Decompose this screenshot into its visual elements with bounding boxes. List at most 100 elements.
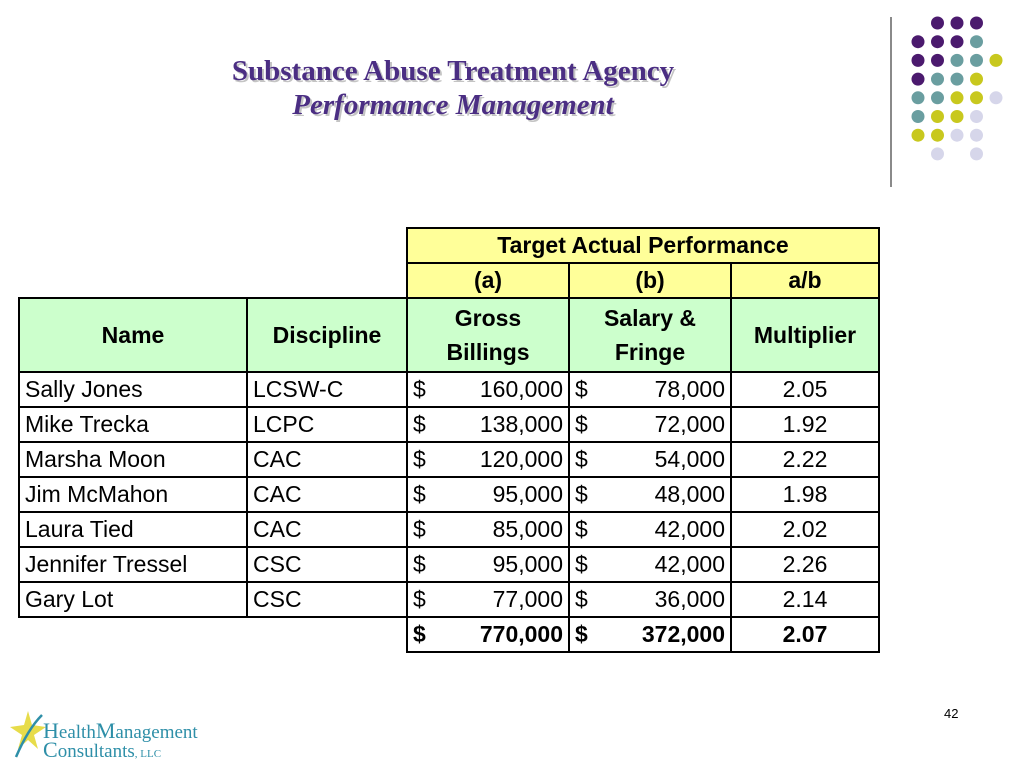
cell-name: Gary Lot [18,581,248,618]
currency-symbol: $ [413,621,426,647]
decorative-dot [950,16,964,30]
gross-value: 95,000 [492,551,563,577]
header-gross-line1: Gross [454,305,522,331]
decorative-dot [931,91,944,105]
decorative-dot [911,110,925,123]
slide-subtitle: Performance Management [292,89,614,121]
logo-letter: C [43,737,58,762]
decorative-dot [970,147,983,161]
logo-text-consultants: Consultants, LLC [43,737,161,763]
cell-salary-fringe: $72,000 [568,406,732,443]
decorative-dot [931,110,944,123]
cell-gross-billings: $95,000 [406,476,570,513]
currency-symbol: $ [575,551,588,577]
cell-discipline: CSC [246,581,408,618]
decorative-dot [970,128,983,142]
salary-value: 36,000 [654,586,725,612]
cell-gross-billings: $120,000 [406,441,570,478]
decorative-dot [911,53,925,67]
cell-salary-fringe: $54,000 [568,441,732,478]
header-salary-line2: Fringe [614,339,686,365]
col-code-a: (a) [406,262,570,299]
decorative-dot [950,72,964,86]
table-row: Laura Tied CAC $85,000 $42,000 2.02 [18,511,880,548]
table-row: Gary Lot CSC $77,000 $36,000 2.14 [18,581,880,618]
col-code-ratio: a/b [730,262,880,299]
decorative-dot [970,35,983,49]
currency-symbol: $ [575,621,588,647]
logo-letter: H [43,718,59,743]
cell-discipline: CAC [246,476,408,513]
gross-value: 95,000 [492,481,563,507]
logo-text-health-management: HealthManagement [43,718,198,744]
code-header-row: (a) (b) a/b [19,262,880,299]
logo-letter: M [95,718,116,743]
table-row: Sally Jones LCSW-C $160,000 $78,000 2.05 [18,371,880,408]
blank-cell [247,228,407,263]
cell-gross-billings: $138,000 [406,406,570,443]
salary-value: 42,000 [654,551,725,577]
blank-cell [19,228,247,263]
cell-salary-fringe: $78,000 [568,371,732,408]
blank-cell [247,617,407,652]
decorative-dot [950,128,964,142]
decorative-dot [931,147,944,161]
gross-value: 138,000 [479,411,563,437]
column-header-row: Name Discipline Gross Billings Salary & … [18,297,880,373]
decorative-dot [931,72,944,86]
cell-gross-billings: $77,000 [406,581,570,618]
cell-name: Jennifer Tressel [18,546,248,583]
cell-name: Jim McMahon [18,476,248,513]
decorative-dot [989,91,1003,105]
header-salary-fringe: Salary & Fringe [568,297,732,373]
cell-multiplier: 2.22 [730,441,880,478]
total-salary-value: 372,000 [641,621,725,647]
cell-discipline: LCPC [246,406,408,443]
salary-value: 78,000 [654,376,725,402]
cell-salary-fringe: $42,000 [568,546,732,583]
page-number: 42 [944,706,959,721]
decorative-dot [911,35,925,49]
gross-value: 85,000 [492,516,563,542]
header-multiplier: Multiplier [730,297,880,373]
totals-row: $770,000 $372,000 2.07 [19,616,880,653]
cell-gross-billings: $85,000 [406,511,570,548]
decorative-dot [970,72,983,86]
cell-salary-fringe: $36,000 [568,581,732,618]
table-row: Jennifer Tressel CSC $95,000 $42,000 2.26 [18,546,880,583]
decorative-dot [931,16,944,30]
currency-symbol: $ [575,586,588,612]
currency-symbol: $ [413,551,426,577]
decorative-dot [970,53,983,67]
group-header-row: Target Actual Performance [19,227,880,264]
decorative-dot [970,16,983,30]
decorative-dot [911,128,925,142]
slide-title-block: Substance Abuse Treatment Agency Perform… [150,54,756,122]
currency-symbol: $ [575,516,588,542]
cell-multiplier: 2.02 [730,511,880,548]
blank-cell [19,263,247,298]
cell-discipline: LCSW-C [246,371,408,408]
decorative-dot [950,91,964,105]
logo-word: anagement [115,722,198,743]
slide-title: Substance Abuse Treatment Agency [231,55,675,87]
decorative-dot [931,128,944,142]
decorative-dot [911,72,925,86]
cell-multiplier: 2.05 [730,371,880,408]
cell-discipline: CAC [246,511,408,548]
header-discipline: Discipline [246,297,408,373]
group-header: Target Actual Performance [406,227,880,264]
cell-name: Mike Trecka [18,406,248,443]
decorative-dot [950,35,964,49]
cell-multiplier: 1.98 [730,476,880,513]
header-gross-line2: Billings [446,339,530,365]
table-row: Mike Trecka LCPC $138,000 $72,000 1.92 [18,406,880,443]
currency-symbol: $ [413,411,426,437]
currency-symbol: $ [413,481,426,507]
table-row: Marsha Moon CAC $120,000 $54,000 2.22 [18,441,880,478]
cell-discipline: CAC [246,441,408,478]
logo-suffix: , LLC [134,748,162,760]
decorative-dot [950,110,964,123]
blank-cell [247,263,407,298]
decorative-dot-grid [911,16,1003,161]
